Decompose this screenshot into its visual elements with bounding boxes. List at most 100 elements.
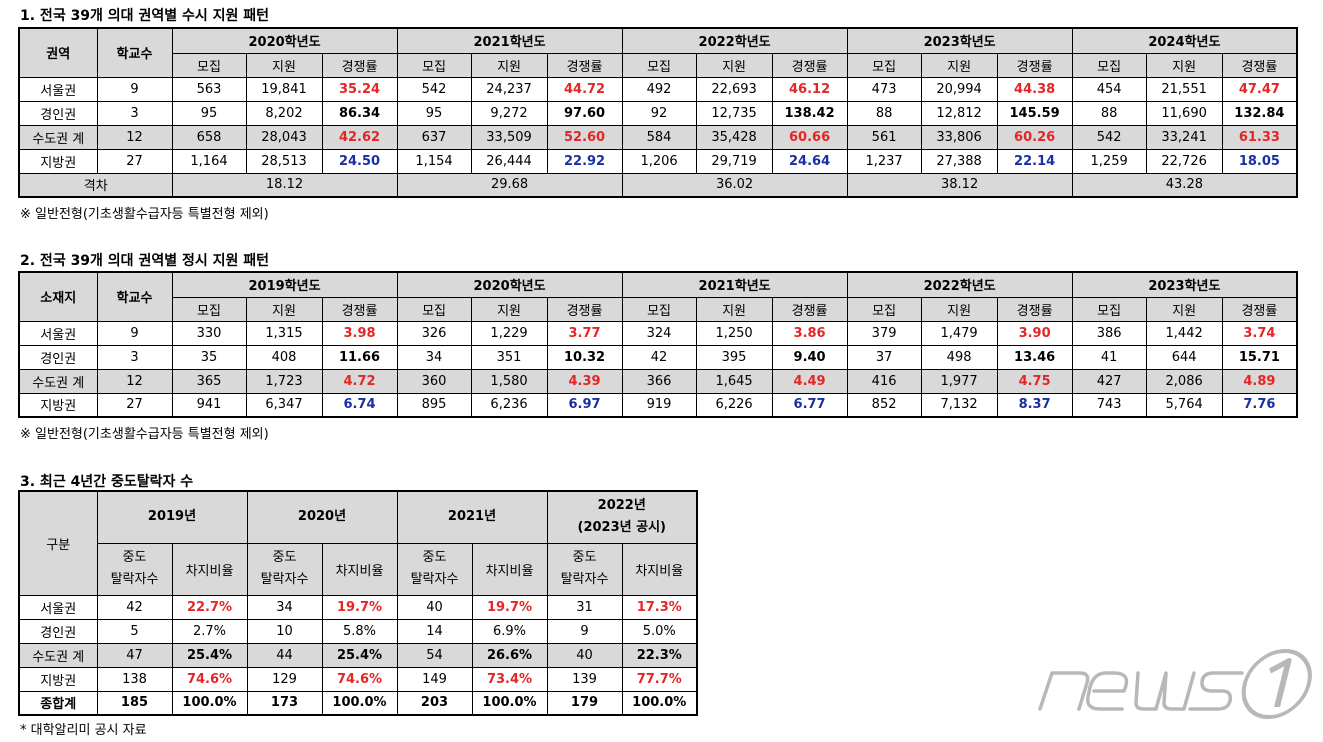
dropout-count-cell: 40: [546, 642, 623, 668]
share-cell: 25.4%: [321, 642, 398, 668]
gap-value: 38.12: [846, 172, 1073, 198]
apply-cell: 5,764: [1145, 392, 1223, 418]
header-row-years: 소재지 학교수 2019학년도 2020학년도 2021학년도 2022학년도 2023학년…: [18, 271, 1298, 322]
share-cell: 19.7%: [471, 594, 548, 620]
ratio-cell: 24.64: [771, 148, 848, 174]
ratio-cell: 145.59: [996, 100, 1073, 126]
year-label: 2020년: [297, 509, 347, 525]
share-cell: 22.3%: [621, 642, 698, 668]
recruit-cell: 895: [396, 392, 472, 418]
recruit-cell: 42: [621, 344, 697, 370]
col-header-apply: 지원: [470, 296, 548, 322]
dropout-count-cell: 179: [546, 690, 623, 716]
col-header-apply: 지원: [245, 296, 323, 322]
recruit-cell: 637: [396, 124, 472, 150]
ratio-cell: 13.46: [996, 344, 1073, 370]
dropout-count-cell: 9: [546, 618, 623, 644]
apply-cell: 395: [695, 344, 773, 370]
apply-cell: 1,229: [470, 320, 548, 346]
schools-cell: 12: [96, 124, 173, 150]
apply-cell: 498: [920, 344, 998, 370]
ratio-cell: 15.71: [1221, 344, 1298, 370]
col-header-ratio: 경쟁률: [321, 52, 398, 78]
region-cell: 서울권: [18, 594, 98, 620]
apply-cell: 1,442: [1145, 320, 1223, 346]
apply-cell: 29,719: [695, 148, 773, 174]
ratio-cell: 18.05: [1221, 148, 1298, 174]
share-cell: 19.7%: [321, 594, 398, 620]
region-cell: 서울권: [18, 320, 98, 346]
col-header-share: 차지비율: [621, 542, 698, 596]
apply-cell: 11,690: [1145, 100, 1223, 126]
apply-cell: 644: [1145, 344, 1223, 370]
apply-cell: 1,977: [920, 368, 998, 394]
col-header-ratio: 경쟁률: [321, 296, 398, 322]
ratio-cell: 8.37: [996, 392, 1073, 418]
recruit-cell: 941: [171, 392, 247, 418]
region-cell: 수도권 계: [18, 124, 98, 150]
ratio-cell: 61.33: [1221, 124, 1298, 150]
col-header-ratio: 경쟁률: [546, 52, 623, 78]
share-cell: 100.0%: [621, 690, 698, 716]
year-header: 2024학년도: [1071, 27, 1298, 54]
col-header-recruit: 모집: [1071, 296, 1147, 322]
recruit-cell: 492: [621, 76, 697, 102]
recruit-cell: 35: [171, 344, 247, 370]
gap-value: 18.12: [171, 172, 398, 198]
ratio-cell: 6.74: [321, 392, 398, 418]
apply-cell: 22,726: [1145, 148, 1223, 174]
region-cell: 종합계: [18, 690, 98, 716]
recruit-cell: 324: [621, 320, 697, 346]
apply-cell: 2,086: [1145, 368, 1223, 394]
region-cell: 지방권: [18, 666, 98, 692]
section2-table: 소재지 학교수 2019학년도 2020학년도 2021학년도 2022학년도 2023학년…: [18, 271, 1299, 418]
ratio-cell: 138.42: [771, 100, 848, 126]
share-cell: 25.4%: [171, 642, 248, 668]
section1-table: 권역 학교수 2020학년도 2021학년도 2022학년도 2023학년도 2024학년도…: [18, 27, 1299, 198]
recruit-cell: 658: [171, 124, 247, 150]
recruit-cell: 427: [1071, 368, 1147, 394]
news1-watermark-logo: [1038, 649, 1312, 719]
schools-cell: 9: [96, 76, 173, 102]
dropout-count-cell: 44: [246, 642, 323, 668]
col-header-recruit: 모집: [396, 52, 472, 78]
recruit-cell: 454: [1071, 76, 1147, 102]
col-header-apply: 지원: [245, 52, 323, 78]
dropouts-label-line1: 중도: [572, 550, 597, 565]
ratio-cell: 3.98: [321, 320, 398, 346]
apply-cell: 12,735: [695, 100, 773, 126]
apply-cell: 6,226: [695, 392, 773, 418]
year-header: 2019년: [96, 490, 248, 544]
section1-title: 1. 전국 39개 의대 권역별 수시 지원 패턴: [20, 8, 269, 24]
col-header-dropouts: 중도 탈락자수: [396, 542, 473, 596]
share-cell: 100.0%: [321, 690, 398, 716]
dropouts-label-line2: 탈락자수: [260, 572, 309, 587]
col-header-ratio: 경쟁률: [1221, 296, 1298, 322]
col-header-region: 권역: [18, 27, 98, 78]
section1-note: ※ 일반전형(기초생활수급자등 특별전형 제외): [20, 207, 269, 222]
year-header: 2023학년도: [846, 27, 1073, 54]
col-header-dropouts: 중도 탈락자수: [96, 542, 173, 596]
gap-row: 격차 18.12 29.68 36.02 38.12 43.28: [18, 172, 1298, 198]
col-header-ratio: 경쟁률: [771, 296, 848, 322]
apply-cell: 7,132: [920, 392, 998, 418]
year-header: 2022학년도: [621, 27, 848, 54]
col-header-apply: 지원: [695, 296, 773, 322]
dropout-count-cell: 54: [396, 642, 473, 668]
col-header-recruit: 모집: [1071, 52, 1147, 78]
recruit-cell: 919: [621, 392, 697, 418]
apply-cell: 20,994: [920, 76, 998, 102]
col-header-ratio: 경쟁률: [996, 296, 1073, 322]
dropouts-label-line2: 탈락자수: [560, 572, 609, 587]
col-header-region: 소재지: [18, 271, 98, 322]
col-header-apply: 지원: [695, 52, 773, 78]
col-header-apply: 지원: [1145, 296, 1223, 322]
table-row: 종합계 185 100.0% 173 100.0% 203 100.0% 179 100.0%: [18, 690, 698, 716]
header-row-metrics: 모집 지원 경쟁률 모집 지원 경쟁률 모집 지원 경쟁률 모집 지원 경쟁률 모집 지원 경쟁률: [19, 52, 1298, 78]
share-cell: 26.6%: [471, 642, 548, 668]
share-cell: 77.7%: [621, 666, 698, 692]
ratio-cell: 9.40: [771, 344, 848, 370]
apply-cell: 28,043: [245, 124, 323, 150]
ratio-cell: 44.38: [996, 76, 1073, 102]
schools-cell: 27: [96, 392, 173, 418]
